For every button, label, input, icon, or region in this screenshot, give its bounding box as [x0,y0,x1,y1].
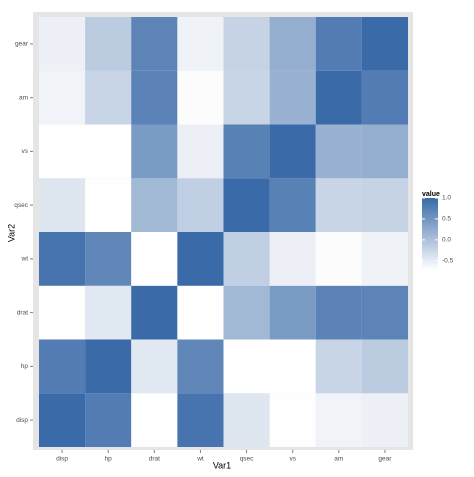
x-tick-label: disp [56,456,68,463]
heat-cell [315,393,362,447]
heat-cell [361,178,408,232]
legend-label: 0.5 [442,216,451,223]
heat-cell [85,393,132,447]
heat-cell [361,70,408,125]
heat-cell [269,232,316,286]
y-tick-label: disp [16,417,28,424]
heat-cell [361,285,408,340]
y-tick-label: vs [22,148,29,155]
heat-cell [223,17,270,71]
y-tick-label: wt [21,256,29,263]
heat-cell [39,232,86,286]
heat-cell [131,17,178,71]
heat-cell [177,232,224,286]
heat-cell [223,232,270,286]
heat-cell [361,393,408,447]
heat-cell [131,178,178,232]
legend-label: -0.5 [442,258,454,265]
heat-cell [223,124,270,179]
heat-cell [39,285,86,340]
heat-cell [39,339,86,394]
heat-cell [85,178,132,232]
heat-cell [361,339,408,394]
heat-cell [177,178,224,232]
heat-cell [315,17,362,71]
heat-cell [361,124,408,179]
heat-cell [131,393,178,447]
heat-cell [361,17,408,71]
heat-cell [315,285,362,340]
x-tick-label: am [334,456,343,463]
heat-cell [85,285,132,340]
legend-label: 0.0 [442,237,451,244]
y-tick-label: qsec [14,202,28,209]
heat-cell [223,339,270,394]
heat-cell [85,17,132,71]
heat-cell [269,70,316,125]
y-tick-label: hp [21,363,29,370]
heat-cell [177,70,224,125]
heat-cell [269,393,316,447]
y-tick-label: gear [15,41,29,48]
heat-cell [131,70,178,125]
heat-cell [39,178,86,232]
heat-cell [315,339,362,394]
heat-cell [39,17,86,71]
heat-cell [223,393,270,447]
x-tick-label: drat [149,456,160,463]
heat-cell [131,232,178,286]
heat-cell [177,124,224,179]
x-tick-label: hp [105,456,113,463]
heat-cell [269,339,316,394]
heat-cell [315,124,362,179]
heat-cell [177,17,224,71]
heat-cell [223,285,270,340]
x-tick-label: qsec [240,456,254,463]
heat-cell [85,124,132,179]
heat-cell [39,124,86,179]
legend-title: value [422,191,440,198]
heat-cell [361,232,408,286]
heat-cell [131,124,178,179]
y-tick-label: drat [17,309,28,316]
heat-cell [315,178,362,232]
heat-cell [223,70,270,125]
heat-cell [177,393,224,447]
y-tick-label: am [19,94,28,101]
heat-cell [269,285,316,340]
heat-cell [131,285,178,340]
heat-cell [85,339,132,394]
heat-cell [39,70,86,125]
x-axis-title: Var1 [213,460,231,470]
heat-cell [269,178,316,232]
heat-cell [177,285,224,340]
heat-cell [39,393,86,447]
heat-cell [315,232,362,286]
x-tick-label: vs [289,456,296,463]
heat-cell [269,17,316,71]
x-tick-label: wt [196,456,204,463]
colorbar [422,198,438,270]
heat-cell [223,178,270,232]
heat-cell [85,232,132,286]
heat-cell [85,70,132,125]
legend-label: 1.0 [442,195,451,202]
heat-cell [131,339,178,394]
heat-cell [315,70,362,125]
x-tick-label: gear [378,456,392,463]
y-axis-title: Var2 [6,224,16,242]
heat-cell [177,339,224,394]
heat-cell [269,124,316,179]
